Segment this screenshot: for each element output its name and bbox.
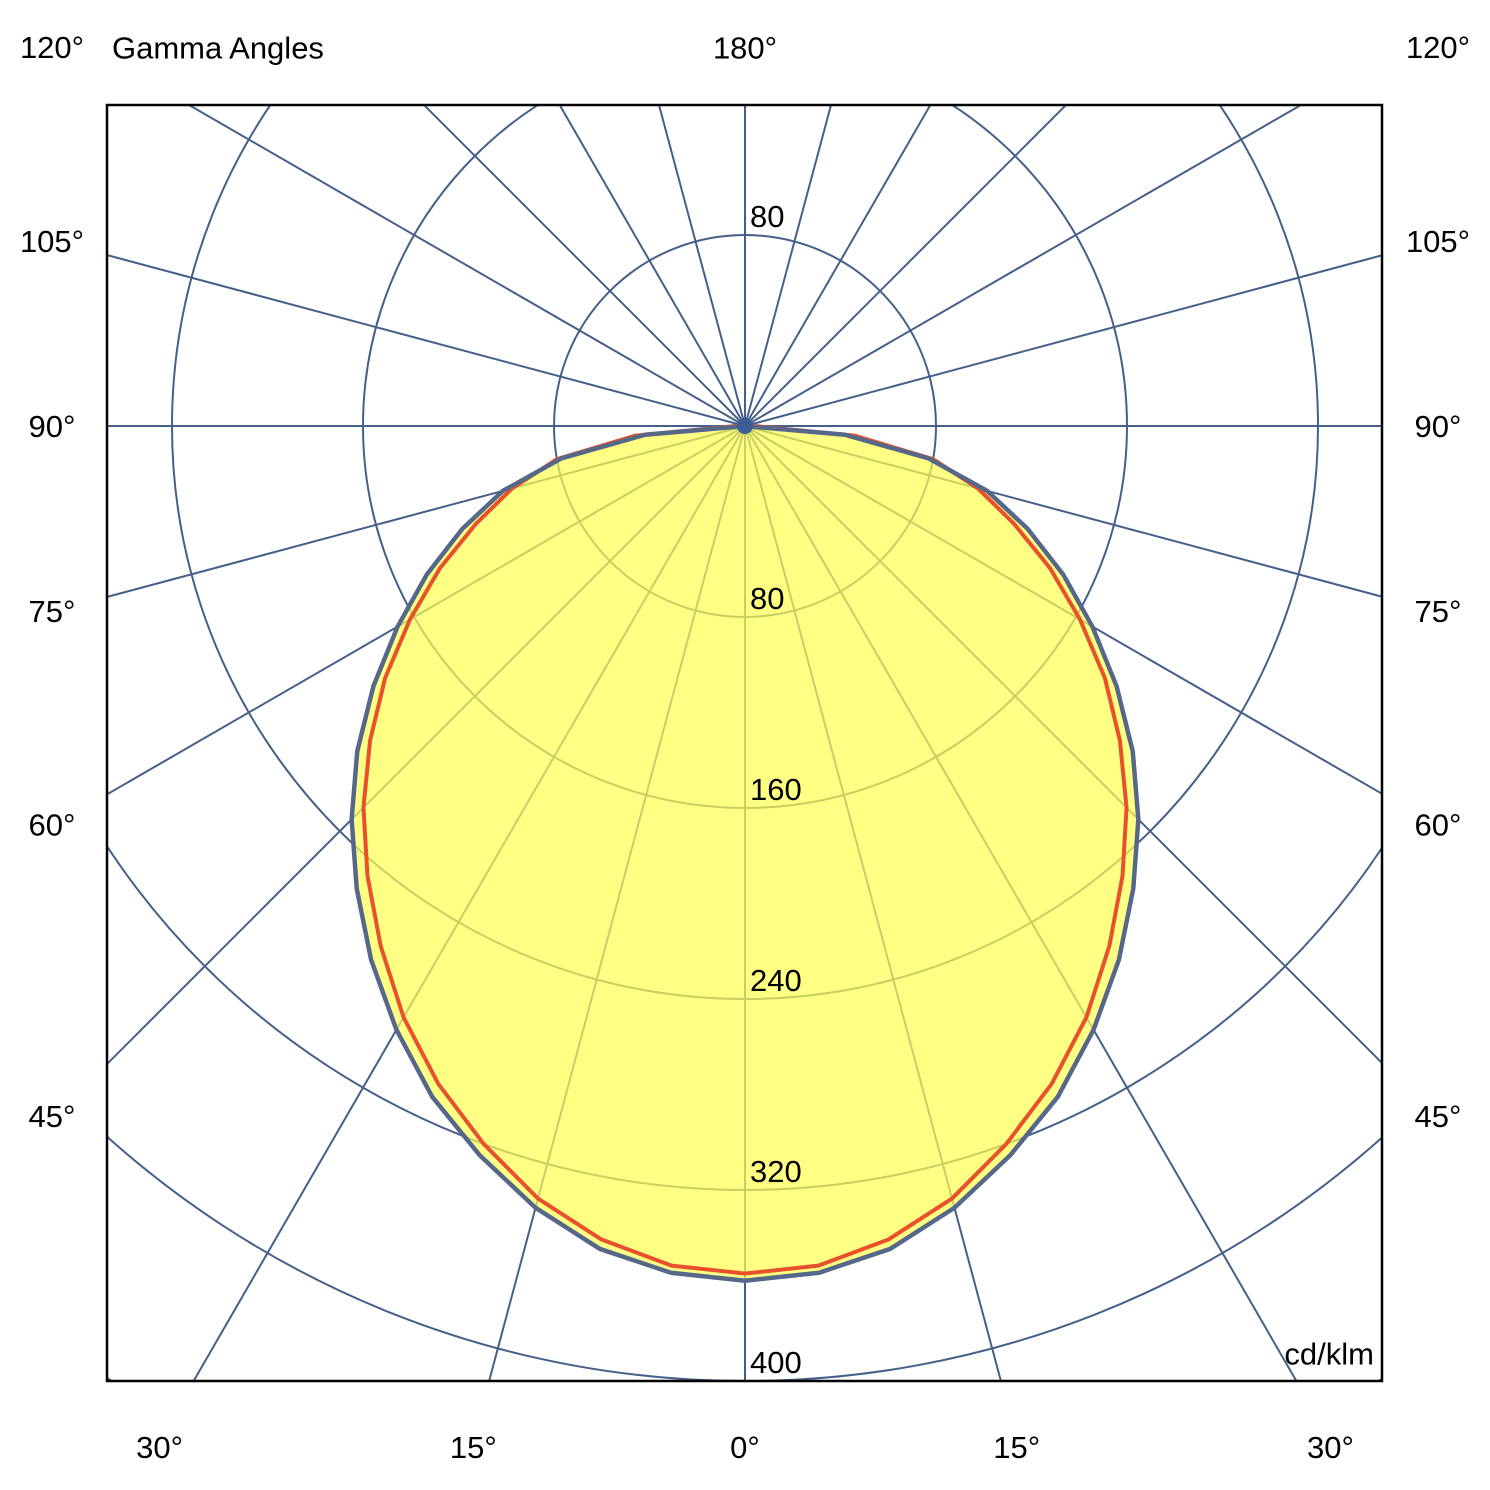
- angle-label-left-90: 90°: [29, 409, 76, 444]
- ring-label-80: 80: [750, 581, 784, 616]
- ring-label-240: 240: [750, 963, 802, 998]
- plot-border: [105, 103, 1384, 1383]
- chart-title: Gamma Angles: [112, 30, 324, 66]
- angle-label-left-120: 120°: [20, 30, 84, 65]
- angle-label-bottom-4: 30°: [1307, 1430, 1354, 1465]
- ring-label-400: 400: [750, 1345, 802, 1380]
- angle-label-right-105: 105°: [1406, 224, 1470, 259]
- angle-label-right-75: 75°: [1415, 594, 1462, 629]
- angle-label-left-60: 60°: [29, 807, 76, 842]
- grid-ray-165: [744, 105, 833, 427]
- grid-ray-255: [107, 254, 746, 427]
- curve-c0-c180: [349, 423, 1141, 1283]
- intensity-lobe-fill: [351, 426, 1139, 1281]
- grid-ray-150: [744, 105, 932, 427]
- angle-label-left-105: 105°: [20, 224, 84, 259]
- angle-label-left-45: 45°: [29, 1099, 76, 1134]
- grid-ray-120: [744, 105, 1303, 427]
- angle-label-right-90: 90°: [1415, 409, 1462, 444]
- polar-origin-dot: [737, 418, 753, 434]
- angle-label-bottom-3: 15°: [993, 1430, 1040, 1465]
- grid-ray-195: [657, 105, 746, 427]
- angle-label-bottom-2: 0°: [730, 1430, 760, 1465]
- grid-ray-225: [422, 105, 746, 427]
- ring-label-320: 320: [750, 1154, 802, 1189]
- angle-label-right-45: 45°: [1415, 1099, 1462, 1134]
- grid-ray-240: [187, 105, 746, 427]
- grid-ray-105: [744, 254, 1382, 427]
- angle-label-left-75: 75°: [29, 594, 76, 629]
- grid-ray-75: [744, 425, 1382, 598]
- curve-c90-c270: [361, 424, 1129, 1276]
- ring-label-160: 160: [750, 772, 802, 807]
- angle-label-right-60: 60°: [1415, 807, 1462, 842]
- angle-label-bottom-1: 15°: [450, 1430, 497, 1465]
- ring-labels: 80 80 160 240 320 400: [750, 199, 802, 1380]
- side-angle-labels: 120° 120° 105° 105° 90° 90° 75° 75° 60° 60° 45° 45°: [20, 30, 1470, 1134]
- grid-ray-210: [558, 105, 746, 427]
- unit-label: cd/klm: [1284, 1336, 1374, 1372]
- ring-label-80-upper: 80: [750, 199, 784, 234]
- angle-label-bottom-0: 30°: [136, 1430, 183, 1465]
- grid-ray-135: [744, 105, 1068, 427]
- angle-label-right-120: 120°: [1406, 30, 1470, 65]
- axis-label-180: 180°: [712, 30, 778, 66]
- bottom-angle-labels: 30° 15° 0° 15° 30°: [136, 1430, 1354, 1465]
- grid-ray-285: [107, 425, 746, 598]
